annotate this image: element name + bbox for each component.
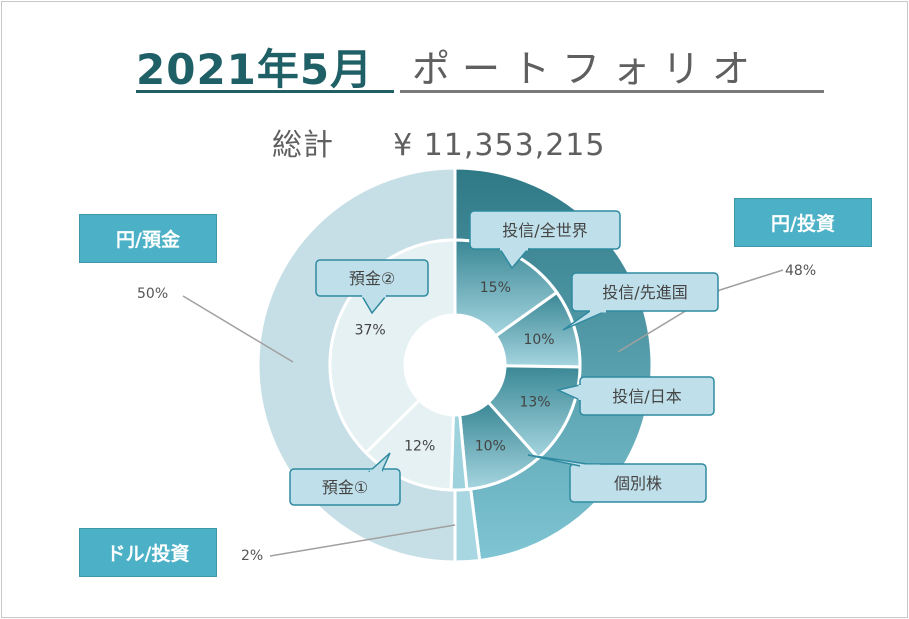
- leader-line-1: [182, 295, 294, 363]
- title-year-month: 2021年5月: [136, 45, 374, 94]
- inner-percent-label-5: 12%: [404, 439, 435, 455]
- callout-box: [289, 468, 401, 506]
- inner-percent-label-3: 10%: [475, 439, 506, 455]
- donut-hole: [405, 315, 505, 415]
- callout-1: 投信/先進国: [562, 272, 719, 331]
- title-portfolio: ポートフォリオ: [412, 47, 763, 91]
- callout-0: 投信/全世界: [469, 210, 621, 270]
- callout-label-1: 投信/先進国: [602, 283, 687, 302]
- callout-3: 個別株: [527, 454, 707, 503]
- title-underline: [400, 90, 824, 93]
- percent-jpy-deposit: 50%: [137, 286, 169, 302]
- leader-line-0: [617, 269, 784, 353]
- inner-percent-label-1: 10%: [523, 332, 554, 348]
- callout-label-3: 個別株: [614, 474, 662, 493]
- callout-label-5: 預金①: [322, 478, 368, 497]
- leader-line-2: [269, 524, 456, 557]
- callout-box: [571, 272, 719, 312]
- callout-label-2: 投信/日本: [612, 387, 681, 406]
- category-jpy-invest: 円/投資: [734, 198, 872, 247]
- callout-box: [569, 463, 707, 503]
- callout-5: 預金①: [289, 452, 401, 506]
- category-usd-invest: ドル/投資: [79, 528, 217, 577]
- percent-usd-invest: 2%: [241, 548, 264, 564]
- category-jpy-deposit: 円/預金: [79, 214, 217, 263]
- callout-label-6: 預金②: [349, 269, 395, 288]
- inner-percent-label-0: 15%: [480, 280, 511, 296]
- callout-box: [469, 210, 621, 250]
- total-amount: 総計 ¥ 11,353,215: [272, 120, 605, 164]
- total-value: ¥ 11,353,215: [393, 128, 606, 163]
- inner-percent-label-6: 37%: [355, 322, 386, 338]
- inner-percent-label-2: 13%: [519, 395, 550, 411]
- total-label: 総計: [272, 128, 334, 163]
- callout-2: 投信/日本: [555, 376, 715, 416]
- callout-label-0: 投信/全世界: [502, 221, 587, 240]
- title-underline-accent: [136, 90, 394, 93]
- callout-6: 預金②: [315, 259, 429, 315]
- percent-jpy-invest: 48%: [785, 263, 817, 279]
- chart-title: 2021年5月 ポートフォリオ: [136, 30, 826, 96]
